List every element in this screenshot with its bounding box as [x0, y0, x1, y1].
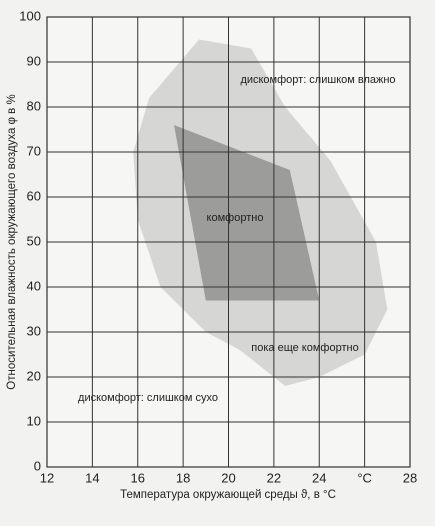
y-tick-label: 80 [27, 98, 41, 113]
y-tick-label: 40 [27, 278, 41, 293]
plot: 0 10 20 30 40 50 60 70 80 90 100 12 14 16 18 20 22 24 °C 28… [19, 8, 417, 485]
x-tick-label: 18 [176, 470, 190, 485]
y-tick-label: 20 [27, 368, 41, 383]
x-tick-label: 28 [403, 470, 417, 485]
x-tick-label: °C [357, 470, 372, 485]
annotation: комфортно [207, 212, 264, 224]
x-tick-label: 16 [131, 470, 145, 485]
y-tick-label: 60 [27, 188, 41, 203]
x-tick-label: 12 [40, 470, 54, 485]
x-axis-label: Температура окружающей среды ϑ, в °C [120, 489, 336, 501]
x-tick-label: 22 [267, 470, 281, 485]
y-axis-label: Относительная влажность окружающего возд… [6, 94, 18, 389]
region [174, 125, 320, 301]
plot-frame [46, 16, 411, 468]
y-tick-label: 100 [19, 8, 41, 23]
x-tick-label: 20 [221, 470, 235, 485]
x-tick-label: 14 [85, 470, 99, 485]
annotation: дискомфорт: слишком сухо [78, 392, 218, 404]
annotation: пока еще комфортно [251, 342, 358, 354]
y-tick-label: 50 [27, 233, 41, 248]
y-tick-label: 0 [34, 458, 41, 473]
y-tick-label: 30 [27, 323, 41, 338]
y-tick-label: 70 [27, 143, 41, 158]
annotation: дискомфорт: слишком влажно [240, 74, 395, 86]
y-tick-label: 10 [27, 413, 41, 428]
y-tick-label: 90 [27, 53, 41, 68]
x-tick-label: 24 [312, 470, 326, 485]
